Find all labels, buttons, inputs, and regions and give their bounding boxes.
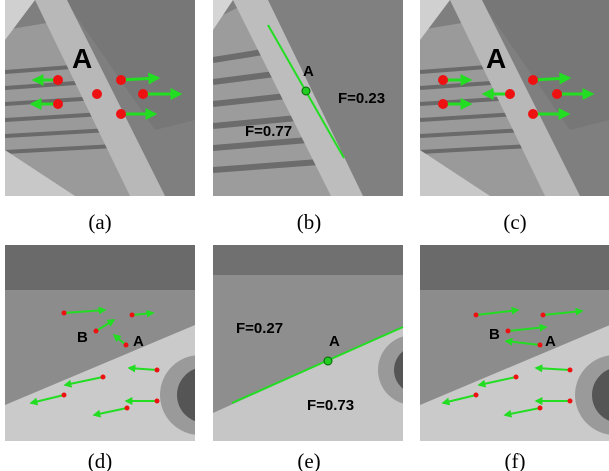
label: A [133,333,144,350]
feature-point [116,109,126,119]
feature-point [552,89,562,99]
feature-point [506,329,511,334]
caption: (d) [88,449,113,471]
point [324,357,332,365]
feature-point [62,311,67,316]
feature-point [474,393,479,398]
feature-point [62,393,67,398]
caption: (c) [503,210,526,234]
feature-point [568,399,573,404]
feature-point [538,406,543,411]
label: A [545,333,556,350]
feature-point [541,313,546,318]
point [302,87,310,95]
feature-point [94,329,99,334]
label: F=0.77 [245,123,292,140]
label: F=0.73 [307,397,354,414]
feature-point [155,368,160,373]
label: A [303,63,314,80]
feature-point [528,75,538,85]
motion-arrow [533,78,569,80]
feature-point [101,375,106,380]
feature-point [53,75,63,85]
label: B [77,329,88,346]
label: A [486,43,506,74]
motion-arrow [121,78,158,80]
feature-point [125,406,130,411]
feature-point [538,343,543,348]
caption: (e) [297,449,320,471]
feature-point [514,375,519,380]
label: A [329,333,340,350]
feature-point [92,89,102,99]
feature-point [116,75,126,85]
feature-point [438,75,448,85]
feature-point [505,89,515,99]
label: A [72,43,92,74]
image-c [420,0,609,196]
feature-point [474,313,479,318]
label: F=0.27 [236,320,283,337]
label: B [489,326,500,343]
figure: A A F=0.23 F=0.77 A B A F=0.27 A F=0.73 … [0,0,609,471]
caption: (a) [88,210,111,234]
feature-point [528,109,538,119]
feature-point [155,399,160,404]
label: F=0.23 [338,90,385,107]
feature-point [130,313,135,318]
caption: (b) [297,210,322,234]
caption: (f) [505,449,526,471]
feature-point [438,99,448,109]
feature-point [124,343,129,348]
feature-point [138,89,148,99]
feature-point [53,99,63,109]
feature-point [568,368,573,373]
